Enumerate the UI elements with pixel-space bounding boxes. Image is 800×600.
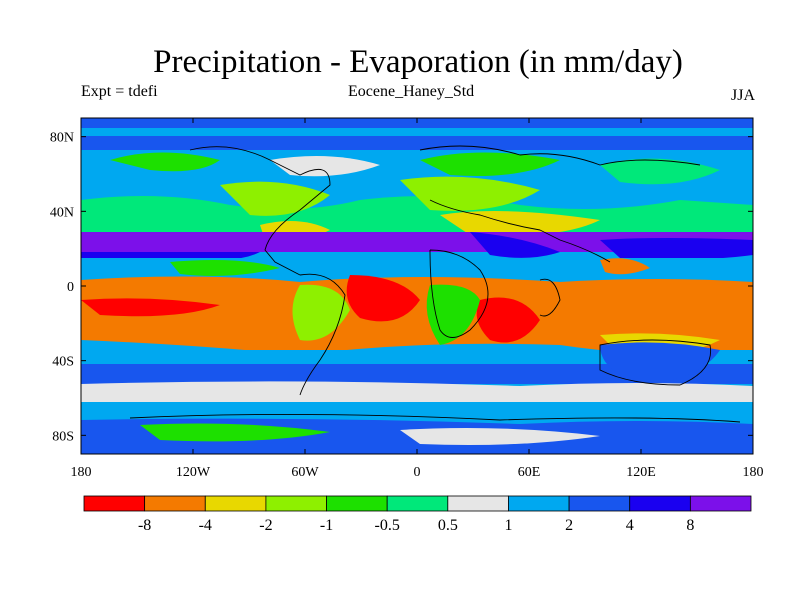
colorbar-label: 0.5 bbox=[438, 517, 458, 534]
colorbar-label: -1 bbox=[320, 517, 333, 534]
colorbar-label: -2 bbox=[259, 517, 272, 534]
lon-tick-label: 120E bbox=[626, 465, 656, 480]
colorbar-swatch bbox=[447, 495, 509, 512]
colorbar-swatch bbox=[386, 495, 449, 512]
lat-tick-label: 40N bbox=[50, 205, 74, 220]
lat-tick-label: 80S bbox=[52, 429, 74, 444]
colorbar-swatch bbox=[83, 495, 146, 512]
colorbar-label: -0.5 bbox=[375, 517, 400, 534]
lat-tick-label: 0 bbox=[67, 280, 74, 295]
run-name-label: Eocene_Haney_Std bbox=[348, 83, 475, 100]
lon-tick-label: 180 bbox=[71, 465, 92, 480]
colorbar-label: 4 bbox=[626, 517, 634, 534]
colorbar-label: -4 bbox=[199, 517, 212, 534]
lon-tick-label: 60W bbox=[291, 465, 319, 480]
colorbar-swatch bbox=[629, 495, 691, 512]
lon-tick-label: 120W bbox=[176, 465, 211, 480]
page-title: Precipitation - Evaporation (in mm/day) bbox=[153, 44, 683, 80]
lon-tick-label: 0 bbox=[414, 465, 421, 480]
continent-outlines bbox=[129, 145, 741, 423]
colorbar-swatch bbox=[204, 495, 267, 512]
precip-field bbox=[81, 118, 753, 454]
lat-tick-label: 80N bbox=[50, 131, 74, 146]
lon-tick-label: 60E bbox=[518, 465, 541, 480]
colorbar-swatch bbox=[508, 495, 570, 512]
colorbar-swatch bbox=[689, 495, 752, 512]
lon-tick-label: 180 bbox=[743, 465, 764, 480]
longitude-axis: 180 120W 60W 0 60E 120E 180 bbox=[71, 118, 764, 480]
experiment-label: Expt = tdefi bbox=[81, 83, 158, 100]
colorbar-label: 8 bbox=[686, 517, 694, 534]
latitude-axis: 80N 40N 0 40S 80S bbox=[50, 131, 753, 444]
colorbar-swatch bbox=[144, 495, 206, 512]
colorbar-swatch bbox=[326, 495, 388, 512]
colorbar-label: -8 bbox=[138, 517, 151, 534]
colorbar-swatch bbox=[568, 495, 631, 512]
colorbar-label: 1 bbox=[504, 517, 512, 534]
lat-tick-label: 40S bbox=[52, 355, 74, 370]
colorbar-label: 2 bbox=[565, 517, 573, 534]
season-label: JJA bbox=[731, 87, 756, 104]
colorbar-swatch bbox=[265, 495, 327, 512]
colorbar: -8 -4 -2 -1 -0.5 0.5 1 2 4 8 bbox=[83, 495, 752, 534]
